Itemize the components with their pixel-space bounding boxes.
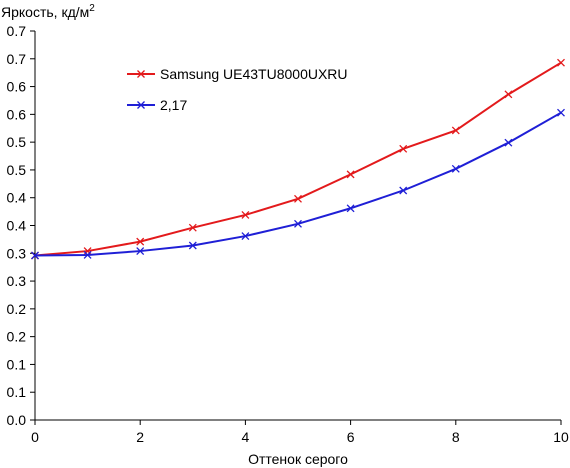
legend-marker bbox=[137, 70, 145, 78]
y-tick-label: 0.3 bbox=[7, 245, 27, 261]
data-point-marker bbox=[557, 58, 565, 67]
y-tick-label: 0.6 bbox=[7, 106, 27, 122]
y-tick-label: 0.5 bbox=[7, 134, 27, 150]
data-point-marker bbox=[451, 164, 460, 173]
data-point-marker bbox=[557, 108, 565, 117]
data-point-marker bbox=[83, 250, 92, 259]
y-axis-label: Яркость, кд/м2 bbox=[1, 3, 95, 20]
data-point-marker bbox=[241, 232, 250, 241]
y-tick-label: 0.5 bbox=[7, 162, 27, 178]
legend-marker bbox=[137, 101, 145, 109]
x-axis-label: Оттенок серого bbox=[248, 451, 348, 467]
x-tick-label: 2 bbox=[136, 429, 144, 445]
series-line-2 bbox=[34, 111, 562, 257]
data-point-marker bbox=[136, 237, 145, 246]
x-tick-label: 8 bbox=[452, 429, 460, 445]
y-tick-label: 0.4 bbox=[7, 190, 27, 206]
data-point-marker bbox=[294, 219, 302, 228]
data-point-marker bbox=[504, 138, 513, 147]
data-point-marker bbox=[241, 210, 250, 219]
data-point-marker bbox=[188, 223, 197, 232]
series-layer bbox=[31, 58, 565, 260]
y-tick-label: 0.3 bbox=[7, 273, 27, 289]
data-point-marker bbox=[294, 194, 302, 203]
legend-item: Samsung UE43TU8000UXRU bbox=[127, 66, 348, 82]
data-point-marker bbox=[346, 204, 355, 213]
legend-label: Samsung UE43TU8000UXRU bbox=[160, 66, 348, 82]
y-tick-label: 0.1 bbox=[7, 384, 27, 400]
x-tick-label: 10 bbox=[553, 429, 569, 445]
data-point-marker bbox=[31, 251, 39, 260]
x-tick-label: 4 bbox=[242, 429, 250, 445]
legend-label: 2,17 bbox=[160, 97, 187, 113]
data-point-marker bbox=[504, 90, 513, 99]
data-point-marker bbox=[399, 144, 408, 153]
x-tick-label: 0 bbox=[31, 429, 39, 445]
data-point-marker bbox=[188, 241, 197, 250]
legend-item: 2,17 bbox=[127, 97, 187, 113]
y-tick-label: 0.6 bbox=[7, 79, 27, 95]
y-tick-label: 0.7 bbox=[7, 51, 27, 67]
y-ticks: 0.0 0.1 0.1 0.2 0.2 0.3 0.3 0.4 0.4 0.5 0.5 0.6 0.6 0… bbox=[7, 23, 35, 428]
plot-area: 0 2 4 6 8 10 0.00.10.10.20.20.30.30.40.40.50.… bbox=[7, 23, 569, 445]
y-tick-label: 0.7 bbox=[7, 23, 27, 39]
series-line-1 bbox=[34, 61, 562, 257]
y-tick-label: 0.2 bbox=[7, 301, 27, 317]
y-tick-label: 0.4 bbox=[7, 218, 27, 234]
y-tick-label: 0.2 bbox=[7, 329, 27, 345]
data-point-marker bbox=[136, 247, 145, 256]
y-axis-label-superscript: 2 bbox=[89, 3, 95, 14]
data-point-marker bbox=[399, 186, 408, 195]
legend: Samsung UE43TU8000UXRU 2,17 bbox=[127, 66, 348, 113]
x-tick-label: 6 bbox=[347, 429, 355, 445]
y-tick-label: 0.0 bbox=[7, 412, 27, 428]
y-tick-label: 0.1 bbox=[7, 356, 27, 372]
data-point-marker bbox=[346, 170, 355, 179]
x-ticks: 0 2 4 6 8 10 bbox=[31, 420, 569, 445]
data-point-marker bbox=[451, 126, 460, 135]
y-axis-label-main: Яркость, кд/м bbox=[1, 4, 89, 20]
